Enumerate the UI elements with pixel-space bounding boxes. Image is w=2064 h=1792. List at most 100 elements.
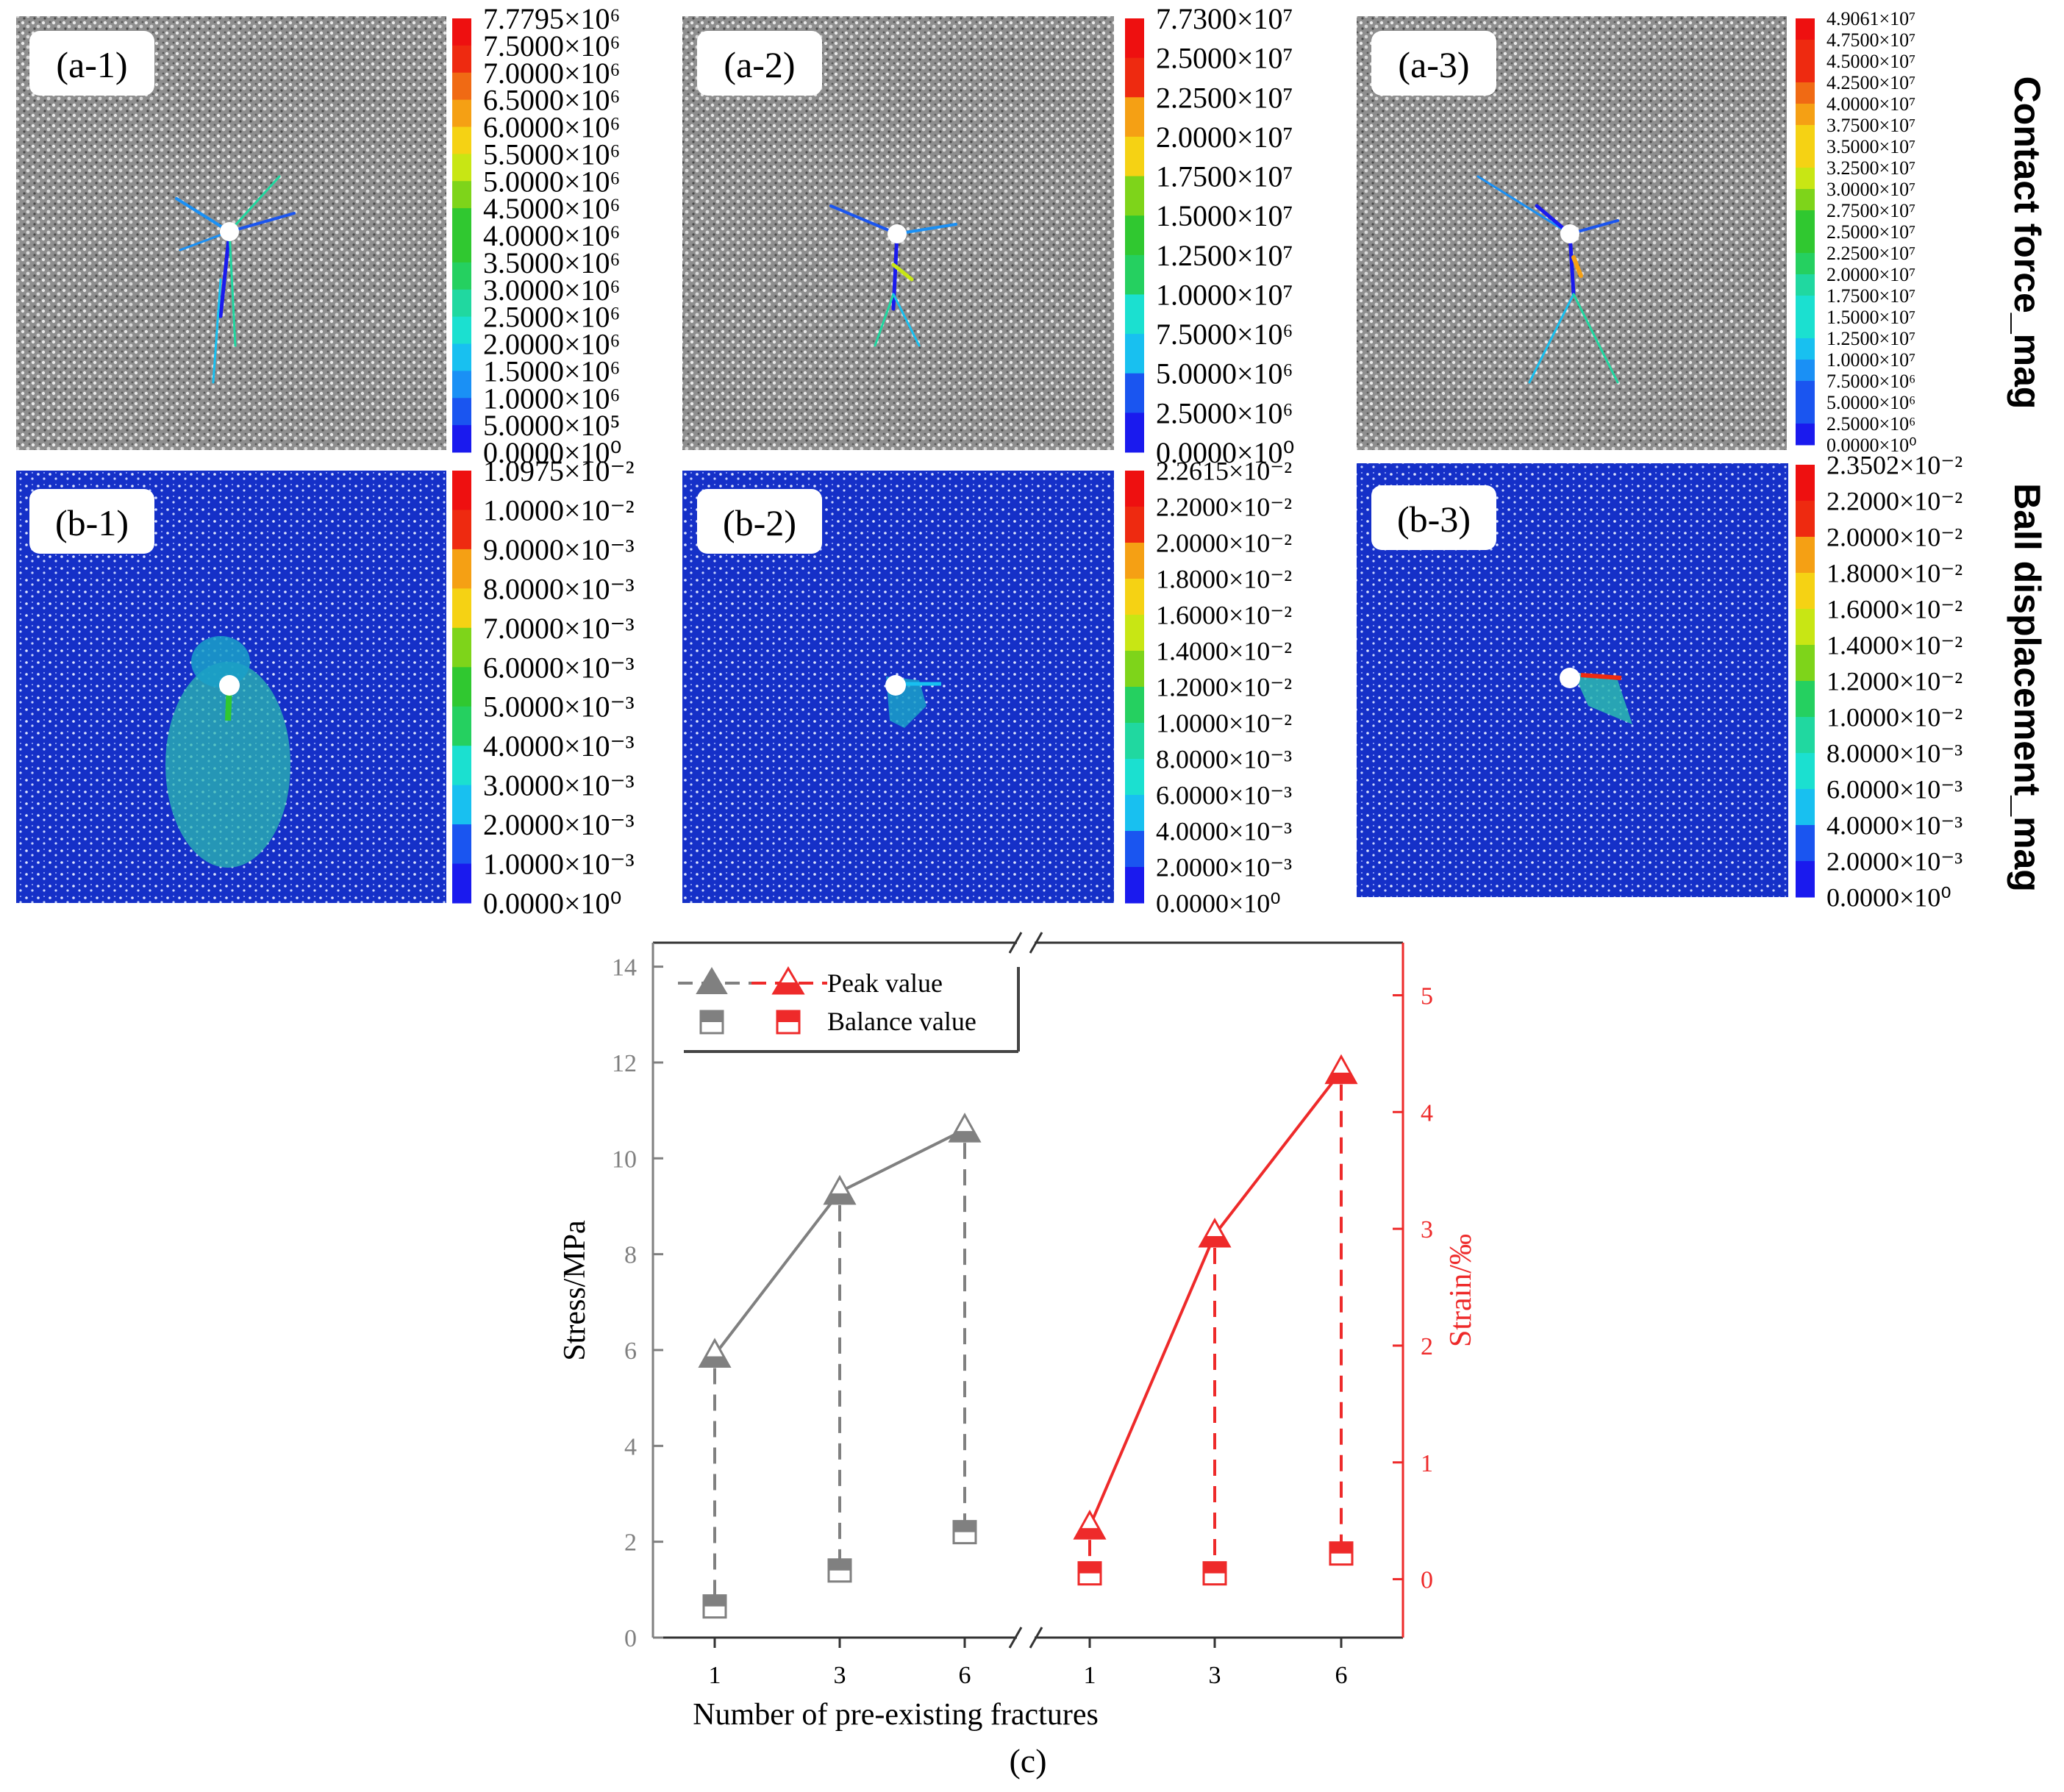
colorbar-tick-label: 0.0000×10⁰	[1156, 889, 1281, 918]
row-title-contact-force: Contact force_mag	[2007, 76, 2048, 410]
right-y-tick-label: 3	[1421, 1216, 1433, 1243]
panel-label-a-1: (a-1)	[56, 44, 127, 85]
colorbar-tick-label: 2.3502×10⁻²	[1826, 451, 1963, 480]
colorbar-tick-label: 2.5000×10⁶	[1156, 396, 1293, 429]
colorbar-band	[452, 588, 471, 629]
colorbar-tick-label: 1.0000×10⁻²	[483, 493, 635, 526]
colorbar-band	[1796, 825, 1815, 862]
colorbar-band	[452, 863, 471, 904]
colorbar-band	[1796, 789, 1815, 826]
left-y-tick-label: 0	[624, 1625, 637, 1652]
panel-label-a-3: (a-3)	[1398, 44, 1469, 85]
colorbar-tick-label: 4.2500×10⁷	[1826, 72, 1915, 93]
colorbar-band	[1796, 82, 1815, 104]
colorbar-tick-label: 2.0000×10⁻²	[1826, 523, 1963, 552]
row-title-ball-displacement: Ball displacement_mag	[2007, 483, 2048, 892]
colorbar-band	[1796, 717, 1815, 754]
colorbar-band	[452, 181, 471, 209]
stress-peak-point-fill	[950, 1131, 979, 1142]
colorbar-tick-label: 6.0000×10⁶	[483, 111, 621, 144]
colorbar-tick-label: 4.9061×10⁷	[1826, 8, 1915, 29]
axis-break-mark	[1029, 932, 1043, 954]
borehole-a-3	[1560, 224, 1579, 243]
colorbar-a-3: 4.9061×10⁷4.7500×10⁷4.5000×10⁷4.2500×10⁷…	[1796, 8, 1917, 456]
colorbar-band	[1796, 573, 1815, 610]
colorbar-tick-label: 4.5000×10⁶	[483, 192, 621, 225]
colorbar-tick-label: 8.0000×10⁻³	[483, 572, 635, 605]
colorbar-tick-label: 6.0000×10⁻³	[483, 651, 635, 684]
colorbar-band	[452, 262, 471, 290]
panel-a-3: (a-3)	[1357, 16, 1787, 450]
colorbar-tick-label: 6.0000×10⁻³	[1156, 781, 1292, 810]
colorbar-band	[1125, 136, 1144, 177]
colorbar-tick-label: 2.0000×10⁷	[1826, 264, 1915, 285]
strain-balance-point-fill	[1079, 1562, 1101, 1574]
colorbar-band	[1796, 402, 1815, 424]
colorbar-band	[1125, 579, 1144, 615]
legend-gray-triangle	[696, 967, 728, 994]
colorbar-band	[452, 154, 471, 182]
left-y-axis-label: Stress/MPa	[558, 1220, 592, 1361]
colorbar-tick-label: 4.5000×10⁷	[1826, 51, 1915, 72]
stress-balance-point-fill	[829, 1559, 851, 1571]
colorbar-tick-label: 5.0000×10⁶	[1156, 357, 1293, 390]
colorbar-band	[452, 371, 471, 399]
colorbar-band	[1796, 753, 1815, 790]
colorbar-tick-label: 1.6000×10⁻²	[1156, 601, 1292, 630]
chart-legend: Peak value Balance value	[678, 966, 1020, 1053]
colorbar-tick-label: 2.2000×10⁻²	[1156, 493, 1292, 522]
colorbar-band	[1125, 795, 1144, 832]
left-y-tick-label: 12	[612, 1050, 637, 1077]
colorbar-tick-label: 8.0000×10⁻³	[1826, 739, 1963, 768]
colorbar-band	[1796, 61, 1815, 83]
strain-peak-point-fill	[1075, 1528, 1104, 1539]
stress-balance-point-fill	[704, 1595, 726, 1607]
colorbar-band	[1125, 867, 1144, 904]
colorbar-band	[452, 316, 471, 344]
left-y-tick-label: 8	[624, 1242, 637, 1269]
left-y-tick-label: 2	[624, 1529, 637, 1557]
panel-label-a-2: (a-2)	[724, 44, 795, 85]
colorbar-tick-label: 6.0000×10⁻³	[1826, 775, 1963, 804]
legend-balance-label: Balance value	[827, 1007, 976, 1036]
colorbar-tick-label: 0.0000×10⁰	[483, 887, 622, 920]
colorbar-tick-label: 5.0000×10⁵	[483, 409, 621, 442]
colorbar-tick-label: 2.2615×10⁻²	[1156, 457, 1292, 486]
colorbar-tick-label: 1.8000×10⁻²	[1826, 559, 1963, 588]
colorbar-tick-label: 2.5000×10⁶	[1826, 413, 1915, 435]
x-tick-label: 1	[709, 1662, 721, 1689]
right-y-tick-label: 4	[1421, 1099, 1433, 1127]
colorbar-band	[1796, 645, 1815, 682]
colorbar-tick-label: 1.5000×10⁷	[1826, 307, 1915, 328]
colorbar-band	[1796, 146, 1815, 168]
strain-peak-line	[1088, 1070, 1343, 1527]
colorbar-tick-label: 5.0000×10⁻³	[483, 690, 635, 724]
right-y-tick-label: 5	[1421, 982, 1433, 1010]
colorbar-band	[1125, 413, 1144, 453]
colorbar-tick-label: 3.0000×10⁻³	[483, 769, 635, 802]
colorbar-band	[452, 72, 471, 101]
right-y-axis-label: Strain/‰	[1444, 1234, 1478, 1347]
colorbar-tick-label: 7.5000×10⁶	[483, 29, 621, 63]
x-tick-label: 1	[1084, 1662, 1096, 1689]
colorbar-tick-label: 4.0000×10⁶	[483, 219, 621, 252]
colorbar-band	[1796, 381, 1815, 403]
legend-red-triangle-fill	[774, 982, 803, 993]
colorbar-band	[1796, 125, 1815, 147]
colorbar-tick-label: 0.0000×10⁰	[1826, 435, 1917, 456]
colorbar-band	[1125, 651, 1144, 688]
colorbar-tick-label: 3.5000×10⁷	[1826, 136, 1915, 157]
axis-break-mark	[1008, 932, 1023, 954]
colorbar-band	[1796, 253, 1815, 275]
colorbar-band	[452, 126, 471, 154]
colorbar-band	[452, 746, 471, 786]
colorbar-tick-label: 4.0000×10⁻³	[483, 729, 635, 763]
colorbar-band	[1125, 176, 1144, 216]
colorbar-band	[452, 510, 471, 550]
colorbar-tick-label: 2.2500×10⁷	[1156, 81, 1293, 114]
borehole-b-1	[219, 675, 240, 696]
colorbar-tick-label: 3.0000×10⁶	[483, 274, 621, 307]
colorbar-band	[1796, 360, 1815, 382]
